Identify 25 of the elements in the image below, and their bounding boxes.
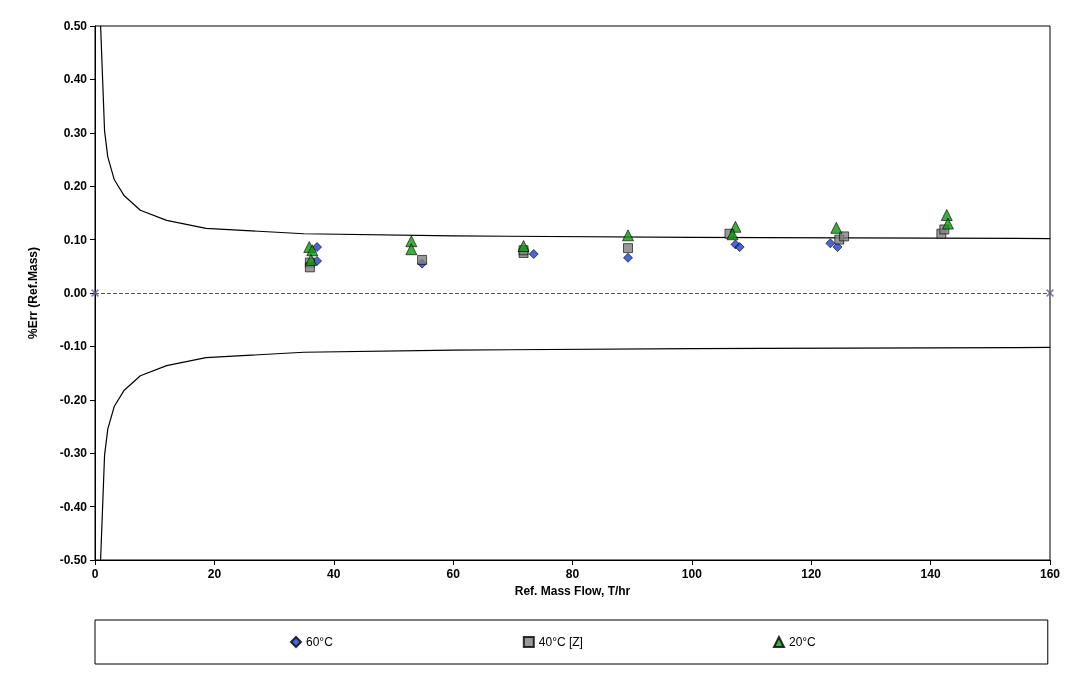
y-tick-label: 0.10 bbox=[63, 232, 88, 247]
x-tick-label: 80 bbox=[565, 567, 580, 581]
legend-label: 40°C [Z] bbox=[538, 635, 583, 649]
y-tick-label: 0.50 bbox=[63, 19, 88, 33]
x-tick-label: 120 bbox=[801, 567, 822, 581]
x-tick-label: 140 bbox=[920, 567, 941, 581]
y-tick-label: 0.00 bbox=[63, 286, 88, 300]
y-tick-label: -0.10 bbox=[59, 339, 88, 354]
x-axis-title: Ref. Mass Flow, T/hr bbox=[514, 583, 631, 598]
y-axis-title: %Err (Ref.Mass) bbox=[26, 246, 40, 340]
x-tick-label: 100 bbox=[681, 567, 703, 581]
y-tick-label: -0.20 bbox=[59, 392, 88, 407]
y-tick-label: 0.20 bbox=[63, 179, 88, 194]
legend-label: 20°C bbox=[788, 635, 817, 649]
y-tick-label: -0.40 bbox=[59, 499, 88, 514]
x-tick-label: 40 bbox=[327, 567, 341, 581]
y-tick-label: 0.30 bbox=[63, 125, 88, 140]
y-tick-label: -0.50 bbox=[59, 553, 88, 567]
x-tick-label: 20 bbox=[207, 567, 222, 581]
x-tick-label: 60 bbox=[446, 567, 461, 581]
x-tick-label: 160 bbox=[1039, 567, 1061, 581]
x-tick-label: 0 bbox=[91, 567, 99, 581]
y-tick-label: -0.30 bbox=[59, 446, 88, 461]
y-tick-label: 0.40 bbox=[63, 72, 88, 87]
legend-label: 60°C bbox=[306, 635, 334, 649]
